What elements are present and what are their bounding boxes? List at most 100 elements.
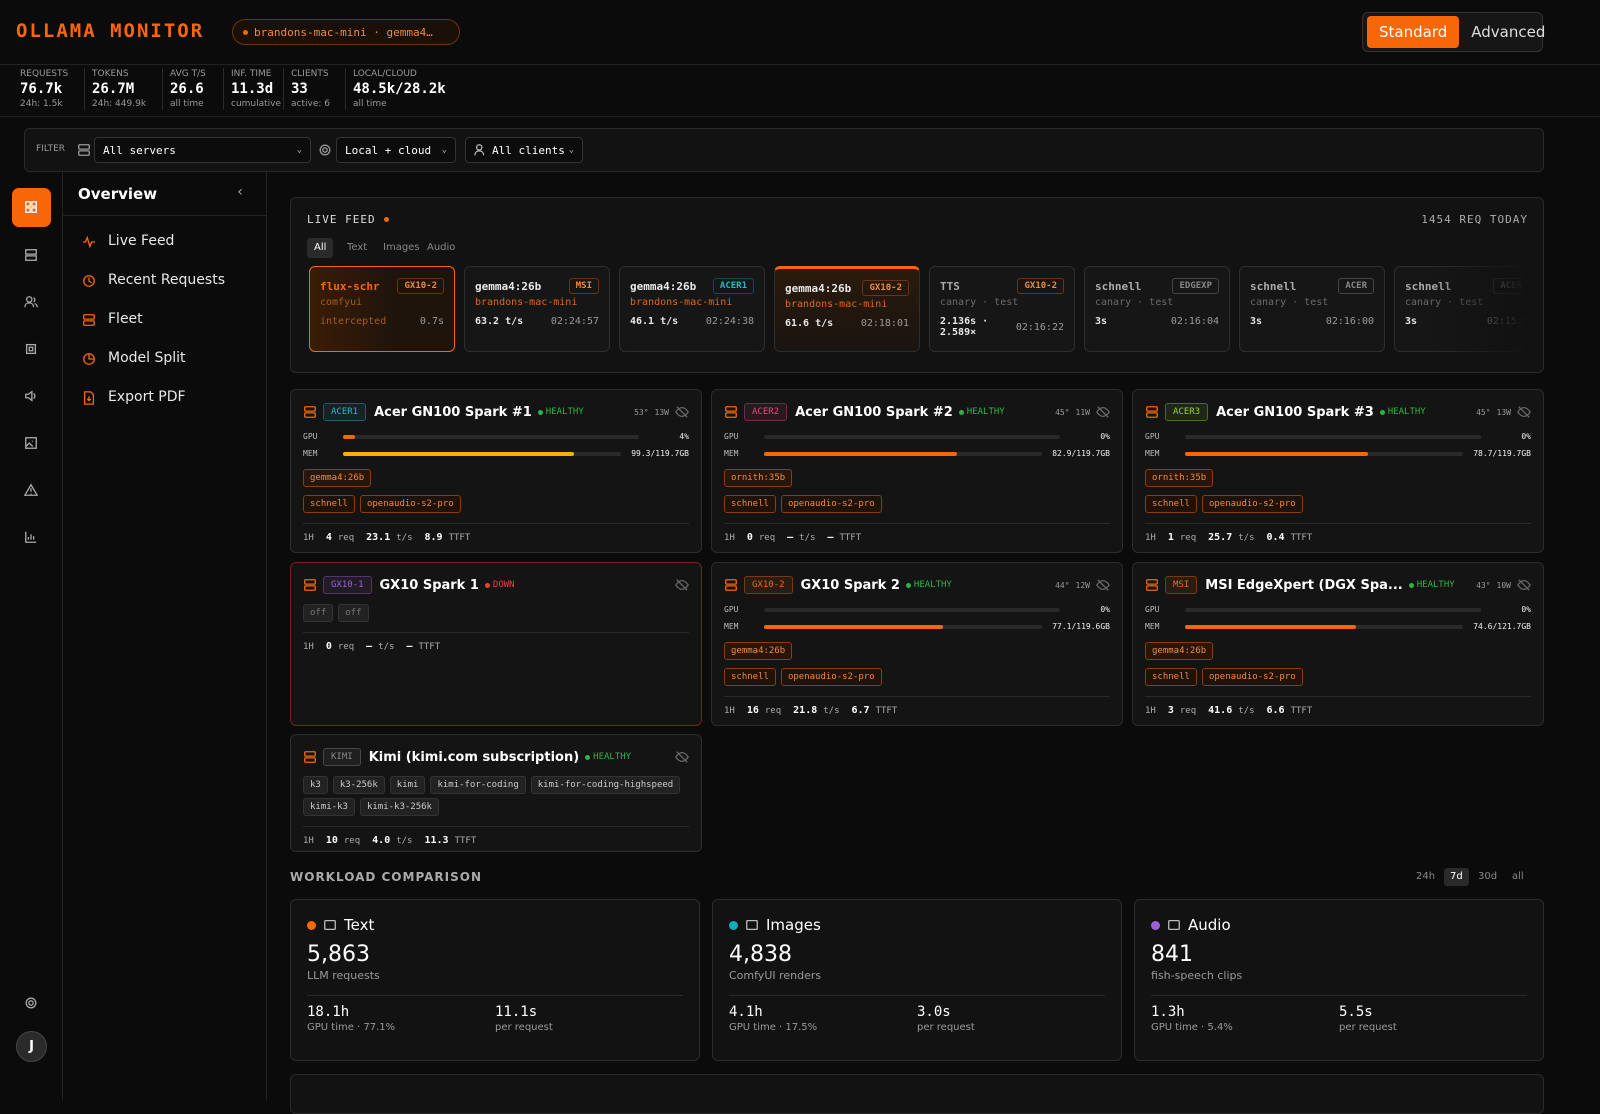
range-tab[interactable]: all (1512, 871, 1524, 882)
mode-button[interactable]: Standard (1367, 16, 1460, 48)
ttft-unit: TTFT (1290, 532, 1313, 543)
clients-select[interactable]: All clients ⌄ (465, 137, 583, 163)
feed-card[interactable]: schnell ACER canary · test 3s 02:15:5 (1394, 266, 1528, 352)
tps: 21.8 (793, 705, 818, 716)
ttft: — (406, 641, 413, 652)
mem-row: MEM 99.3/119.7GB (303, 447, 689, 460)
ttft: 0.4 (1266, 532, 1285, 543)
mem-row: MEM 74.6/121.7GB (1145, 620, 1531, 633)
ttft: 6.7 (851, 705, 870, 716)
collapse-button[interactable]: ‹ (236, 184, 245, 200)
server-header: ACER2 Acer GN100 Spark #2 HEALTHY 45° 11W (724, 402, 1110, 422)
chip: kimi-k3-256k (359, 798, 439, 816)
feed-time: 02:16:00 (1325, 316, 1374, 327)
server-card: ACER3 Acer GN100 Spark #3 HEALTHY 45° 13W GPU… (1132, 389, 1544, 553)
mem-label: MEM (303, 449, 318, 458)
workload-head: Audio (1151, 916, 1527, 934)
feed-tab[interactable]: Images (383, 242, 420, 253)
server-tag: MSI (1165, 576, 1198, 594)
workload-icon (1167, 918, 1181, 932)
req-unit: req (1179, 705, 1197, 716)
stat-value: 11.3d (231, 81, 274, 97)
metric-value: 3.0s (917, 1004, 951, 1020)
server-icon (303, 405, 317, 419)
gpu-value: 4% (679, 432, 689, 441)
metric: 5.5s per request (1339, 1004, 1527, 1033)
workload-count: 4,838 (729, 942, 792, 967)
window: 1H (724, 705, 735, 716)
gpu-value: 0% (1521, 432, 1531, 441)
nav-item[interactable]: Live Feed (108, 233, 175, 249)
range-tab[interactable]: 24h (1416, 871, 1436, 882)
feed-card[interactable]: gemma4:26b GX10-2 brandons-mac-mini 61.6 t/… (774, 266, 920, 352)
feed-source: canary · test (1405, 297, 1484, 308)
feed-card[interactable]: schnell ACER canary · test 3s 02:16:00 (1239, 266, 1385, 352)
feed-metric: 3s (1250, 316, 1263, 327)
feed-card[interactable]: TTS GX10-2 canary · test 2.136s · 2.589× 02:… (929, 266, 1075, 352)
nav-item[interactable]: Fleet (108, 311, 143, 327)
card-divider (1145, 696, 1531, 697)
feed-card[interactable]: flux-schr GX10-2 comfyui intercepted 0.7s (309, 266, 455, 352)
server-stats: 1H 0 req — t/s — TTFT (303, 641, 689, 652)
nav-item[interactable]: Export PDF (108, 389, 186, 405)
server-icon-svg (304, 579, 316, 591)
server-status: HEALTHY (585, 752, 631, 762)
workload-name: Images (766, 916, 821, 934)
server-icon-svg (1146, 406, 1158, 418)
rail-icon-svg (25, 531, 37, 543)
stat-label: TOKENS (92, 69, 129, 79)
metric-sub: per request (1339, 1022, 1397, 1033)
window: 1H (303, 641, 314, 652)
status-text: HEALTHY (545, 407, 584, 417)
feed-time: 02:15:5 (1486, 316, 1528, 327)
chip: schnell (724, 668, 776, 686)
feed-source: canary · test (940, 297, 1019, 308)
server-select[interactable]: All servers ⌄ (94, 137, 311, 163)
tps-unit: t/s (378, 641, 395, 652)
ttft: 11.3 (424, 835, 449, 846)
nav-icon (82, 352, 96, 366)
metric-value: 4.1h (729, 1004, 763, 1020)
rail-icon-svg (24, 296, 38, 308)
stat-label: REQUESTS (20, 69, 69, 79)
feed-tab[interactable]: All (307, 238, 334, 258)
feed-card[interactable]: gemma4:26b ACER1 brandons-mac-mini 46.1 t/s… (619, 266, 765, 352)
feed-card[interactable]: gemma4:26b MSI brandons-mac-mini 63.2 t/s 02… (464, 266, 610, 352)
temperature: 44° (1055, 580, 1070, 590)
tps-unit: t/s (1238, 705, 1255, 716)
power: 11W (1075, 407, 1090, 417)
chip-row: gemma4:26b (1145, 642, 1531, 660)
scope-select[interactable]: Local + cloud ⌄ (336, 137, 456, 163)
ttft-unit: TTFT (454, 835, 477, 846)
title-text: LIVE FEED (307, 213, 376, 226)
gpu-label: GPU (303, 432, 318, 441)
range-tab[interactable]: 30d (1478, 871, 1498, 882)
server-name: Acer GN100 Spark #2 (795, 404, 953, 420)
select-content: All clients (474, 143, 565, 157)
metric: 3.0s per request (917, 1004, 1105, 1033)
next-panel (290, 1074, 1544, 1114)
range-tab[interactable]: 7d (1444, 868, 1469, 886)
ttft-unit: TTFT (448, 532, 471, 543)
hide-icon (675, 405, 689, 419)
tps-unit: t/s (396, 835, 413, 846)
server-tag: ACER2 (744, 403, 788, 421)
mem-fill (343, 451, 574, 456)
feed-tab[interactable]: Text (347, 242, 368, 253)
mem-row: MEM 77.1/119.6GB (724, 620, 1110, 633)
req: 4 (325, 532, 332, 543)
server-name: MSI EdgeXpert (DGX Spa... (1205, 577, 1403, 593)
nav-item[interactable]: Model Split (108, 350, 186, 366)
metric-value: 1.3h (1151, 1004, 1185, 1020)
nav-item[interactable]: Recent Requests (108, 272, 225, 288)
feed-card[interactable]: schnell EDGEXP canary · test 3s 02:16:04 (1084, 266, 1230, 352)
server-status: HEALTHY (905, 580, 952, 590)
server-meta: 53° 13W (634, 405, 689, 419)
mode-button[interactable]: Advanced (1471, 23, 1546, 41)
mem-value: 77.1/119.6GB (1052, 622, 1110, 631)
nav-icon-svg (82, 235, 96, 249)
stat-value: 33 (291, 81, 308, 97)
feed-tab[interactable]: Audio (427, 242, 456, 253)
metric-value: 11.1s (495, 1004, 538, 1020)
gpu-row: GPU 0% (1145, 430, 1531, 443)
